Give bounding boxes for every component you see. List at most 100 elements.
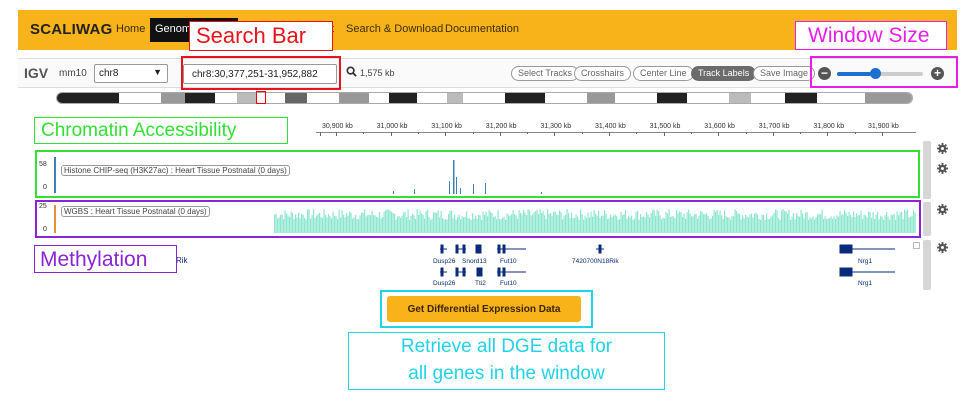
ideogram-band [237, 93, 257, 103]
gear-icon[interactable] [937, 143, 948, 154]
gene-label[interactable]: Nrg1 [858, 280, 873, 287]
gene-label[interactable]: Fut10 [500, 258, 517, 265]
wgbs-bar [401, 215, 403, 233]
wgbs-bar [274, 214, 276, 233]
wgbs-bar [823, 219, 825, 233]
gene-exon [502, 244, 506, 254]
track-labels-button[interactable]: Track Labels [691, 66, 757, 81]
zoom-slider-handle[interactable] [869, 68, 881, 79]
gene-track-resize-handle[interactable] [913, 242, 920, 249]
nav-documentation[interactable]: Documentation [445, 23, 519, 35]
nav-home[interactable]: Home [116, 23, 146, 35]
wgbs-bar [698, 215, 700, 233]
wgbs-track[interactable]: 25 0 WGBS : Heart Tissue Postnatal (0 da… [36, 202, 918, 236]
wgbs-bar [779, 219, 781, 233]
track-scrollbar[interactable] [923, 240, 931, 290]
gene-label[interactable]: Tti2 [475, 280, 486, 287]
wgbs-bar [826, 219, 828, 233]
wgbs-bar [305, 219, 307, 233]
nav-search-download[interactable]: Search & Download [346, 23, 444, 35]
histone-track-label[interactable]: Histone CHIP-seq (H3K27ac) : Heart Tissu… [61, 165, 290, 176]
wgbs-bar [602, 215, 604, 233]
wgbs-bar [874, 218, 876, 233]
wgbs-bar [370, 215, 372, 233]
gene-label[interactable]: Snord13 [462, 258, 487, 265]
gear-icon[interactable] [937, 204, 948, 215]
zoom-in-icon[interactable]: + [931, 67, 944, 80]
wgbs-bar [587, 212, 589, 233]
wgbs-bar [635, 211, 637, 233]
gear-icon[interactable] [937, 242, 948, 253]
gear-icon[interactable] [937, 163, 948, 174]
wgbs-bar [571, 212, 573, 233]
wgbs-bar [907, 209, 909, 233]
wgbs-bar [658, 211, 660, 233]
window-size-annotation: Window Size [808, 24, 930, 47]
wgbs-bar [440, 210, 442, 233]
wgbs-bar [304, 218, 306, 233]
wgbs-bar [368, 214, 370, 233]
crosshairs-button[interactable]: Crosshairs [574, 66, 632, 81]
locus-search-input[interactable]: chr8:30,377,251-31,952,882 [183, 64, 337, 84]
wgbs-bar [710, 218, 712, 233]
wgbs-bar [763, 214, 765, 233]
wgbs-bar [326, 217, 328, 233]
wgbs-bar [367, 215, 369, 233]
search-icon[interactable] [346, 66, 357, 77]
wgbs-bar [512, 210, 514, 233]
save-image-button[interactable]: Save Image [753, 66, 816, 81]
wgbs-bar [722, 219, 724, 233]
wgbs-bar [679, 211, 681, 233]
wgbs-track-label[interactable]: WGBS : Heart Tissue Postnatal (0 days) [61, 206, 210, 217]
track-scrollbar[interactable] [923, 141, 931, 153]
center-line-button[interactable]: Center Line [633, 66, 694, 81]
wgbs-bar [542, 210, 544, 233]
wgbs-bar [854, 217, 856, 233]
wgbs-bar [847, 216, 849, 233]
wgbs-bar [437, 210, 439, 233]
ruler-tick-label: 31,300 kb [540, 123, 572, 130]
wgbs-bar [809, 217, 811, 233]
ideogram-band [587, 93, 615, 103]
wgbs-bar [761, 214, 763, 233]
wgbs-bar [308, 209, 310, 233]
wgbs-bar [569, 218, 571, 233]
gene-label[interactable]: Rik [176, 256, 188, 265]
gene-label[interactable]: Dusp26 [433, 258, 456, 265]
gene-label[interactable]: Fut10 [500, 280, 517, 287]
brand-logo[interactable]: SCALIWAG [30, 21, 113, 38]
zoom-out-icon[interactable]: − [818, 67, 831, 80]
gene-label[interactable]: Dusp26 [433, 280, 456, 287]
wgbs-bar [886, 212, 888, 233]
select-tracks-button[interactable]: Select Tracks [511, 66, 580, 81]
wgbs-bar [716, 209, 718, 233]
wgbs-bar [431, 218, 433, 233]
wgbs-bar [424, 218, 426, 233]
wgbs-bar [454, 214, 456, 233]
histone-track[interactable]: 58 0 Histone CHIP-seq (H3K27ac) : Heart … [36, 151, 918, 197]
wgbs-bar [911, 215, 913, 233]
track-scrollbar[interactable] [923, 151, 931, 199]
gene-label[interactable]: 7420700N18Rik [572, 258, 619, 265]
get-dge-data-button[interactable]: Get Differential Expression Data [387, 296, 581, 322]
wgbs-bar [781, 210, 783, 233]
dge-button-highlight [380, 290, 593, 328]
chromosome-ideogram[interactable] [56, 92, 913, 104]
zoom-slider[interactable] [837, 68, 923, 79]
wgbs-bar [563, 215, 565, 233]
wgbs-bar [466, 211, 468, 233]
wgbs-bar [392, 212, 394, 233]
wgbs-bar [734, 209, 736, 233]
wgbs-bar [377, 217, 379, 233]
ruler-minor-tick [745, 132, 747, 134]
wgbs-bar [799, 216, 801, 233]
wgbs-bar [704, 214, 706, 233]
wgbs-bar [283, 219, 285, 233]
wgbs-bar [692, 216, 694, 233]
chromosome-select[interactable]: chr8 ▼ [94, 64, 168, 83]
gene-label[interactable]: Nrg1 [858, 258, 873, 265]
genome-label[interactable]: mm10 [59, 68, 87, 79]
wgbs-signal [54, 205, 916, 233]
track-scrollbar[interactable] [923, 202, 931, 236]
wgbs-bar [686, 212, 688, 233]
